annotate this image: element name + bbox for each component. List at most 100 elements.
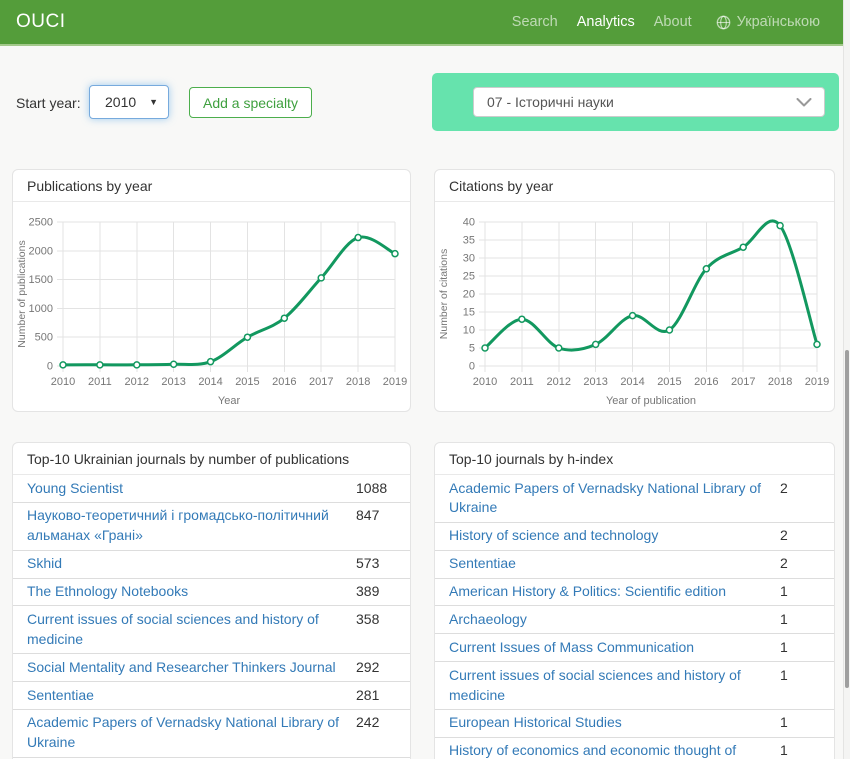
journal-count: 1 bbox=[780, 610, 788, 627]
svg-text:500: 500 bbox=[35, 332, 53, 344]
publications-chart-card: Publications by year 0 500 1000 1500 2000 250… bbox=[12, 169, 411, 412]
brand-logo[interactable]: OUCI bbox=[16, 11, 66, 32]
svg-text:25: 25 bbox=[463, 271, 475, 283]
table-row: Archaeology 1 bbox=[435, 606, 834, 635]
svg-text:2017: 2017 bbox=[309, 376, 333, 388]
svg-text:20: 20 bbox=[463, 289, 475, 301]
publications-table-card: Top-10 Ukrainian journals by number of p… bbox=[12, 442, 411, 759]
table-row: Sententiae 2 bbox=[435, 551, 834, 579]
svg-text:15: 15 bbox=[463, 307, 475, 319]
table-row: The Ethnology Notebooks 389 bbox=[13, 579, 410, 607]
svg-text:2016: 2016 bbox=[694, 376, 718, 388]
svg-text:2012: 2012 bbox=[125, 376, 149, 388]
table-row: History of economics and economic though… bbox=[435, 738, 834, 759]
svg-text:2014: 2014 bbox=[198, 376, 222, 388]
svg-text:2014: 2014 bbox=[620, 376, 644, 388]
journal-link[interactable]: The Ethnology Notebooks bbox=[27, 583, 189, 599]
navbar-menu: Search Analytics About Українською bbox=[493, 14, 820, 30]
journal-count: 242 bbox=[356, 714, 380, 731]
svg-text:2011: 2011 bbox=[88, 376, 112, 388]
globe-icon bbox=[716, 15, 731, 29]
svg-text:40: 40 bbox=[463, 217, 475, 229]
table-row: Skhid 573 bbox=[13, 551, 410, 579]
citations-chart-card: Citations by year 0 5 10 15 20 25 30 35 40 2010 20… bbox=[434, 169, 835, 412]
svg-text:2015: 2015 bbox=[657, 376, 681, 388]
journal-count: 2 bbox=[780, 555, 788, 572]
svg-text:2012: 2012 bbox=[547, 376, 571, 388]
table-row: Current issues of social sciences and hi… bbox=[435, 662, 834, 710]
svg-text:0: 0 bbox=[469, 361, 475, 373]
nav-item-about[interactable]: About bbox=[653, 14, 692, 30]
svg-text:2013: 2013 bbox=[583, 376, 607, 388]
specialty-panel: 07 - Історичні науки bbox=[432, 73, 839, 131]
journal-link[interactable]: Sententiae bbox=[449, 555, 516, 572]
specialty-select[interactable]: 07 - Історичні науки bbox=[473, 87, 825, 117]
journal-link[interactable]: Current issues of social sciences and hi… bbox=[449, 666, 741, 703]
svg-text:2011: 2011 bbox=[510, 376, 534, 388]
hindex-table-card: Top-10 journals by h-index Academic Pape… bbox=[434, 442, 835, 759]
scrollbar-track[interactable] bbox=[843, 0, 850, 759]
chart-title: Citations by year bbox=[435, 170, 834, 202]
table-title: Top-10 Ukrainian journals by number of p… bbox=[13, 443, 410, 475]
journal-link[interactable]: Current Issues of Mass Communication bbox=[449, 638, 695, 655]
journal-count: 2 bbox=[780, 527, 788, 544]
table-row: Current Issues of Mass Communication 1 bbox=[435, 634, 834, 663]
svg-text:2500: 2500 bbox=[29, 217, 53, 229]
chevron-down-icon bbox=[796, 97, 812, 106]
table-row: Social Mentality and Researcher Thinkers… bbox=[13, 654, 410, 682]
journal-count: 1088 bbox=[356, 479, 388, 496]
nav-item-search[interactable]: Search bbox=[511, 14, 558, 30]
journal-count: 573 bbox=[356, 555, 380, 572]
svg-text:35: 35 bbox=[463, 235, 475, 247]
add-specialty-button[interactable]: Add a specialty bbox=[189, 87, 312, 118]
journal-link[interactable]: Sententiae bbox=[27, 686, 94, 703]
svg-text:Number of citations: Number of citations bbox=[438, 249, 450, 339]
svg-text:5: 5 bbox=[469, 343, 475, 355]
table-row: Academic Papers of Vernadsky National Li… bbox=[13, 710, 410, 758]
start-year-label: Start year: bbox=[16, 95, 81, 111]
journal-link[interactable]: Archaeology bbox=[449, 610, 527, 627]
svg-text:2019: 2019 bbox=[805, 376, 829, 388]
journal-count: 847 bbox=[356, 507, 380, 524]
start-year-select[interactable]: 2010 ▼ bbox=[89, 85, 169, 119]
svg-text:1000: 1000 bbox=[29, 303, 53, 315]
table-row: Academic Papers of Vernadsky National Li… bbox=[435, 475, 834, 523]
journal-link[interactable]: Academic Papers of Vernadsky National Li… bbox=[449, 479, 762, 516]
journal-link[interactable]: Науково-теоретичний і громадсько-політич… bbox=[27, 507, 329, 544]
svg-text:Year of publication: Year of publication bbox=[606, 395, 696, 407]
journal-link[interactable]: European Historical Studies bbox=[449, 714, 622, 731]
journal-link[interactable]: Young Scientist bbox=[27, 479, 123, 496]
nav-item-analytics[interactable]: Analytics bbox=[576, 14, 635, 30]
journal-link[interactable]: American History & Politics: Scientific … bbox=[449, 583, 726, 599]
chart-title: Publications by year bbox=[13, 170, 410, 202]
journal-count: 1 bbox=[780, 714, 788, 731]
journal-count: 1 bbox=[780, 742, 788, 759]
svg-text:2019: 2019 bbox=[383, 376, 407, 388]
svg-text:1500: 1500 bbox=[29, 274, 53, 286]
start-year-value: 2010 bbox=[105, 94, 137, 110]
journal-link[interactable]: History of economics and economic though… bbox=[449, 742, 737, 759]
table-body: Young Scientist 1088 Науково-теоретичний і… bbox=[13, 475, 410, 759]
table-row: European Historical Studies 1 bbox=[435, 710, 834, 738]
svg-text:2010: 2010 bbox=[51, 376, 75, 388]
journal-link[interactable]: Skhid bbox=[27, 555, 63, 572]
specialty-value: 07 - Історичні науки bbox=[487, 94, 614, 110]
svg-text:2015: 2015 bbox=[235, 376, 259, 388]
journal-link[interactable]: Social Mentality and Researcher Thinkers… bbox=[27, 658, 336, 675]
svg-text:10: 10 bbox=[463, 325, 475, 337]
caret-down-icon: ▼ bbox=[149, 97, 158, 107]
svg-text:2017: 2017 bbox=[731, 376, 755, 388]
journal-link[interactable]: Academic Papers of Vernadsky National Li… bbox=[27, 714, 340, 751]
table-title: Top-10 journals by h-index bbox=[435, 443, 834, 475]
svg-text:2000: 2000 bbox=[29, 245, 53, 257]
scrollbar-thumb[interactable] bbox=[845, 350, 849, 688]
table-row: Current issues of social sciences and hi… bbox=[13, 606, 410, 655]
table-row: Sententiae 281 bbox=[13, 682, 410, 710]
journal-count: 2 bbox=[780, 479, 788, 496]
table-row: Young Scientist 1088 bbox=[13, 475, 410, 503]
journal-link[interactable]: Current issues of social sciences and hi… bbox=[27, 610, 319, 647]
citations-line-chart: 0 5 10 15 20 25 30 35 40 2010 2011 2012 2013 2014 2015… bbox=[438, 217, 829, 408]
svg-text:2018: 2018 bbox=[768, 376, 792, 388]
language-switcher[interactable]: Українською bbox=[716, 14, 820, 30]
journal-link[interactable]: History of science and technology bbox=[449, 527, 659, 544]
